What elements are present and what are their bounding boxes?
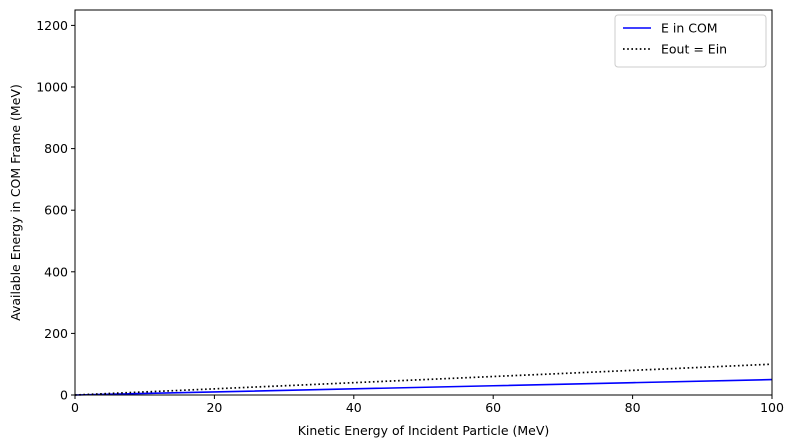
x-tick-label: 80	[625, 400, 641, 415]
y-tick-label: 800	[44, 141, 68, 156]
series-line-2	[74, 363, 773, 396]
y-tick-label: 600	[44, 203, 68, 218]
plot-area	[75, 10, 772, 395]
series-line-1	[74, 378, 773, 396]
legend-label-1: E in COM	[661, 21, 718, 36]
series-layer	[74, 363, 773, 396]
x-tick-label: 60	[485, 400, 501, 415]
legend-label-2: Eout = Ein	[661, 42, 727, 57]
y-tick-label: 200	[44, 326, 68, 341]
x-tick-label: 20	[206, 400, 222, 415]
legend-box	[614, 14, 767, 68]
x-axis-label: Kinetic Energy of Incident Particle (MeV…	[298, 423, 550, 438]
legend: E in COM Eout = Ein	[614, 14, 767, 68]
x-tick-label: 100	[760, 400, 784, 415]
plot-background	[75, 10, 772, 395]
y-axis-label: Available Energy in COM Frame (MeV)	[8, 84, 23, 321]
y-tick-label: 1000	[36, 80, 68, 95]
y-tick-label: 0	[60, 388, 68, 403]
y-tick-label: 400	[44, 264, 68, 279]
y-tick-label: 1200	[36, 18, 68, 33]
x-tick-label: 40	[346, 400, 362, 415]
x-tick-label: 0	[71, 400, 79, 415]
axes-frame	[74, 9, 773, 396]
